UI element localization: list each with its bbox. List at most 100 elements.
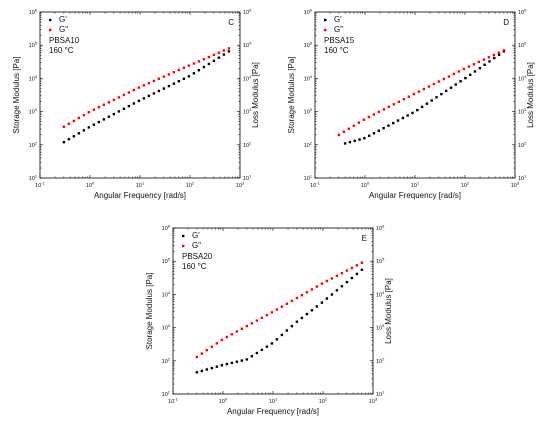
data-point-series-2	[497, 51, 501, 54]
data-point-series-2	[127, 91, 131, 94]
data-point-series-2	[112, 98, 116, 102]
panel-letter: C	[228, 18, 234, 27]
data-point-series-2	[417, 90, 421, 93]
y2-tick-label: 104	[376, 290, 385, 299]
data-point-series-1	[440, 92, 443, 96]
data-point-series-1	[372, 132, 376, 135]
data-point-series-2	[310, 288, 314, 291]
data-point-series-1	[210, 366, 214, 370]
data-point-series-1	[285, 329, 289, 332]
y-tick-label: 103	[29, 107, 38, 116]
y2-tick-label: 103	[243, 107, 252, 116]
data-point-series-2	[77, 116, 81, 120]
annotation-line: 160 °C	[324, 46, 349, 55]
data-point-series-2	[97, 106, 101, 109]
x-axis-title: Angular Frequency [rad/s]	[94, 191, 186, 200]
data-point-series-2	[205, 348, 209, 352]
y2-tick-label: 101	[518, 174, 527, 183]
y2-tick-label: 105	[518, 41, 527, 50]
y-tick-label: 106	[304, 8, 313, 17]
panel-letter: E	[362, 234, 367, 243]
data-point-series-2	[142, 84, 146, 87]
data-point-series-2	[157, 77, 161, 80]
legend-marker	[49, 28, 52, 32]
y-tick-label: 102	[29, 140, 38, 149]
data-point-series-2	[62, 125, 66, 128]
y-tick-label: 104	[304, 74, 313, 83]
data-point-series-2	[290, 299, 294, 303]
data-point-series-2	[212, 53, 216, 57]
y2-tick-label: 104	[518, 74, 527, 83]
data-point-series-2	[407, 95, 411, 98]
data-point-series-2	[230, 333, 234, 336]
data-point-series-2	[357, 121, 361, 124]
x-tick-label: 100	[219, 397, 228, 406]
data-point-series-1	[377, 129, 380, 132]
data-point-series-1	[265, 345, 269, 348]
y-tick-label: 101	[29, 174, 38, 183]
x-tick-label: 10-1	[168, 397, 178, 406]
data-point-series-2	[477, 60, 481, 64]
y-tick-label: 104	[162, 290, 171, 299]
data-point-series-1	[197, 69, 201, 72]
data-point-series-1	[392, 121, 395, 125]
x-tick-label: 102	[461, 181, 470, 190]
data-point-series-1	[87, 126, 91, 129]
x-tick-label: 102	[186, 181, 195, 190]
data-point-series-2	[347, 127, 351, 130]
data-point-series-1	[222, 53, 226, 56]
data-point-series-2	[402, 97, 406, 101]
data-point-series-1	[205, 368, 209, 371]
x-tick-label: 100	[86, 181, 95, 190]
data-point-series-1	[387, 124, 390, 127]
data-point-series-1	[177, 80, 181, 83]
data-point-series-2	[432, 82, 436, 86]
data-point-series-2	[340, 271, 344, 275]
y-tick-label: 101	[162, 390, 171, 399]
y2-tick-label: 101	[243, 174, 252, 183]
data-point-series-1	[483, 63, 486, 66]
data-point-series-2	[122, 93, 126, 97]
data-point-series-2	[382, 108, 386, 111]
y2-axis-title: Loss Modulus [Pa]	[526, 62, 535, 128]
data-point-series-2	[352, 124, 356, 127]
data-point-series-1	[72, 135, 76, 138]
data-point-series-2	[350, 266, 354, 270]
data-point-series-2	[427, 85, 431, 88]
data-point-series-2	[102, 103, 106, 106]
annotation-line: PBSA10	[49, 36, 80, 45]
data-point-series-1	[350, 276, 354, 280]
data-point-series-2	[260, 316, 264, 320]
x-tick-label: 101	[269, 397, 278, 406]
y2-tick-label: 104	[243, 74, 252, 83]
data-point-series-1	[459, 80, 462, 83]
data-point-series-2	[215, 342, 219, 345]
data-point-series-1	[473, 70, 477, 73]
data-point-series-2	[422, 87, 426, 91]
data-point-series-1	[227, 50, 231, 53]
data-point-series-1	[217, 56, 221, 59]
data-point-series-2	[82, 113, 86, 117]
data-point-series-1	[449, 86, 453, 89]
data-point-series-1	[343, 142, 347, 145]
data-point-series-1	[117, 110, 121, 113]
data-point-series-1	[454, 83, 457, 86]
data-point-series-1	[137, 99, 141, 103]
legend-label: G'	[59, 15, 67, 24]
data-point-series-1	[122, 107, 126, 110]
x-tick-label: 100	[361, 181, 370, 190]
data-point-series-2	[397, 100, 401, 103]
y2-tick-label: 102	[518, 140, 527, 149]
data-point-series-1	[406, 114, 409, 117]
legend-label: G'	[192, 231, 200, 240]
data-point-series-2	[117, 96, 121, 99]
annotation-line: 160 °C	[49, 46, 74, 55]
data-point-series-2	[187, 64, 191, 67]
legend-label: G'	[334, 15, 342, 24]
annotation-line: 160 °C	[182, 262, 207, 271]
legend-label: G"	[334, 25, 343, 34]
legend-marker	[182, 234, 185, 238]
data-point-series-1	[435, 96, 438, 99]
data-point-series-1	[250, 355, 254, 358]
data-point-series-2	[172, 71, 176, 74]
